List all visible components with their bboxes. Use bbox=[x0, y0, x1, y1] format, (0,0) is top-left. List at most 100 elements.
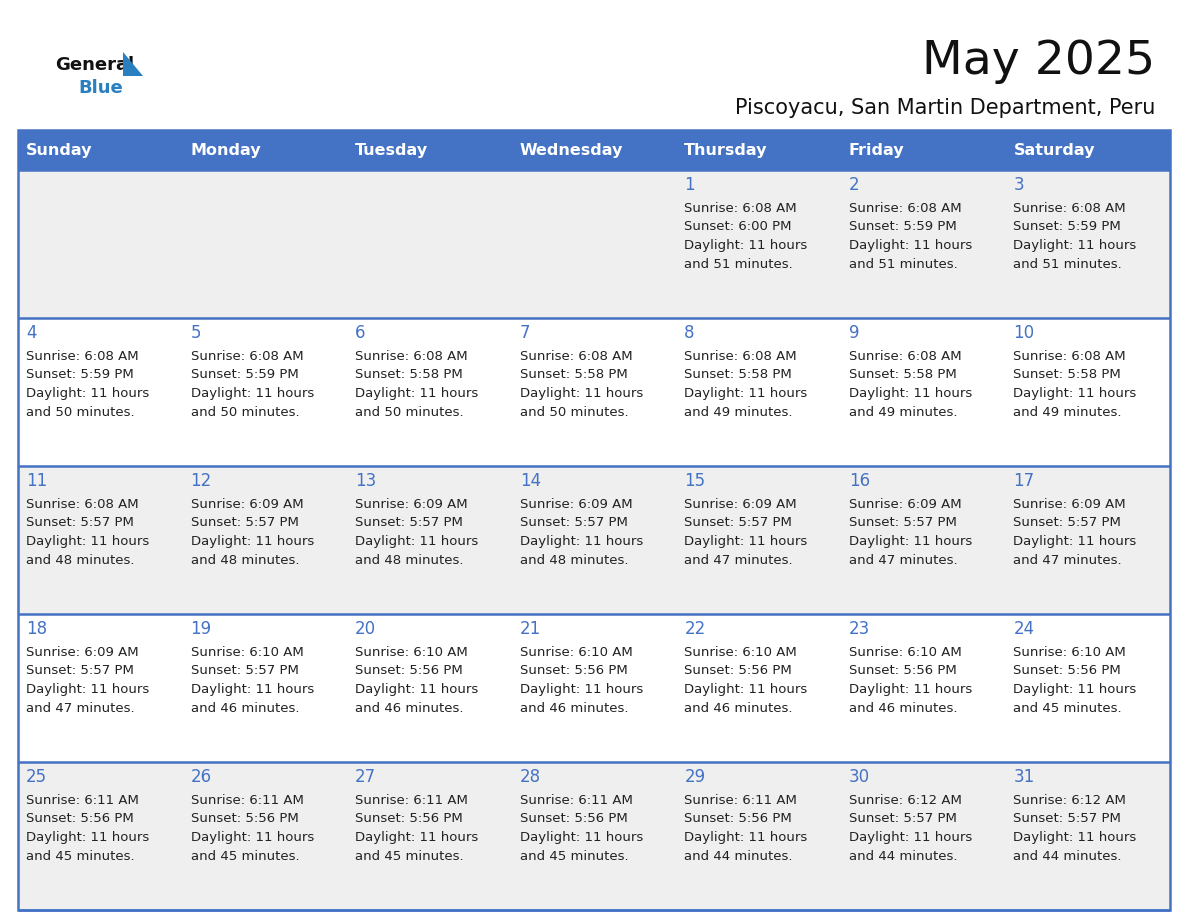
Text: 24: 24 bbox=[1013, 620, 1035, 638]
Text: Sunrise: 6:09 AM: Sunrise: 6:09 AM bbox=[26, 645, 139, 658]
Text: Sunrise: 6:08 AM: Sunrise: 6:08 AM bbox=[684, 201, 797, 215]
Text: Daylight: 11 hours: Daylight: 11 hours bbox=[684, 387, 808, 400]
Text: Sunrise: 6:10 AM: Sunrise: 6:10 AM bbox=[684, 645, 797, 658]
Text: 6: 6 bbox=[355, 324, 366, 342]
Text: Sunset: 5:56 PM: Sunset: 5:56 PM bbox=[355, 665, 463, 677]
Text: Sunrise: 6:11 AM: Sunrise: 6:11 AM bbox=[190, 793, 303, 807]
Text: Sunset: 5:56 PM: Sunset: 5:56 PM bbox=[355, 812, 463, 825]
Text: Daylight: 11 hours: Daylight: 11 hours bbox=[355, 684, 479, 697]
Text: 19: 19 bbox=[190, 620, 211, 638]
Text: and 46 minutes.: and 46 minutes. bbox=[849, 702, 958, 715]
Text: Daylight: 11 hours: Daylight: 11 hours bbox=[849, 684, 972, 697]
Text: and 50 minutes.: and 50 minutes. bbox=[519, 407, 628, 420]
Text: and 50 minutes.: and 50 minutes. bbox=[355, 407, 463, 420]
Text: Sunset: 5:57 PM: Sunset: 5:57 PM bbox=[26, 665, 134, 677]
Text: and 44 minutes.: and 44 minutes. bbox=[849, 850, 958, 864]
Text: Sunrise: 6:11 AM: Sunrise: 6:11 AM bbox=[684, 793, 797, 807]
Text: and 49 minutes.: and 49 minutes. bbox=[1013, 407, 1121, 420]
Text: Sunset: 5:59 PM: Sunset: 5:59 PM bbox=[849, 220, 956, 233]
Text: General: General bbox=[55, 56, 134, 74]
Text: Daylight: 11 hours: Daylight: 11 hours bbox=[190, 684, 314, 697]
Text: Daylight: 11 hours: Daylight: 11 hours bbox=[1013, 535, 1137, 548]
Text: 23: 23 bbox=[849, 620, 870, 638]
Text: and 51 minutes.: and 51 minutes. bbox=[1013, 259, 1123, 272]
Text: Sunset: 5:56 PM: Sunset: 5:56 PM bbox=[26, 812, 134, 825]
Text: and 47 minutes.: and 47 minutes. bbox=[26, 702, 134, 715]
Text: 14: 14 bbox=[519, 472, 541, 490]
Text: 7: 7 bbox=[519, 324, 530, 342]
Text: Sunrise: 6:08 AM: Sunrise: 6:08 AM bbox=[1013, 350, 1126, 363]
Text: and 46 minutes.: and 46 minutes. bbox=[684, 702, 792, 715]
Text: Sunrise: 6:12 AM: Sunrise: 6:12 AM bbox=[849, 793, 962, 807]
Text: Sunrise: 6:08 AM: Sunrise: 6:08 AM bbox=[519, 350, 632, 363]
Bar bbox=[18, 130, 1170, 910]
Text: and 51 minutes.: and 51 minutes. bbox=[849, 259, 958, 272]
Text: Friday: Friday bbox=[849, 142, 904, 158]
Text: Daylight: 11 hours: Daylight: 11 hours bbox=[519, 535, 643, 548]
Text: Daylight: 11 hours: Daylight: 11 hours bbox=[190, 535, 314, 548]
Text: Sunset: 5:56 PM: Sunset: 5:56 PM bbox=[684, 665, 792, 677]
Bar bbox=[18, 170, 1170, 318]
Text: 29: 29 bbox=[684, 768, 706, 786]
Text: 31: 31 bbox=[1013, 768, 1035, 786]
Text: 1: 1 bbox=[684, 176, 695, 194]
Text: and 46 minutes.: and 46 minutes. bbox=[190, 702, 299, 715]
Text: Sunrise: 6:10 AM: Sunrise: 6:10 AM bbox=[190, 645, 303, 658]
Text: Daylight: 11 hours: Daylight: 11 hours bbox=[519, 832, 643, 845]
Text: Sunrise: 6:08 AM: Sunrise: 6:08 AM bbox=[26, 498, 139, 510]
Text: Daylight: 11 hours: Daylight: 11 hours bbox=[190, 832, 314, 845]
Text: and 45 minutes.: and 45 minutes. bbox=[1013, 702, 1121, 715]
Text: Saturday: Saturday bbox=[1013, 142, 1095, 158]
Text: 9: 9 bbox=[849, 324, 859, 342]
Text: Daylight: 11 hours: Daylight: 11 hours bbox=[26, 387, 150, 400]
Text: and 44 minutes.: and 44 minutes. bbox=[684, 850, 792, 864]
Text: 2: 2 bbox=[849, 176, 859, 194]
Bar bbox=[18, 466, 1170, 614]
Text: Sunrise: 6:11 AM: Sunrise: 6:11 AM bbox=[519, 793, 632, 807]
Text: Daylight: 11 hours: Daylight: 11 hours bbox=[190, 387, 314, 400]
Text: Sunset: 5:58 PM: Sunset: 5:58 PM bbox=[519, 368, 627, 382]
Text: Sunset: 5:56 PM: Sunset: 5:56 PM bbox=[190, 812, 298, 825]
Text: Sunrise: 6:09 AM: Sunrise: 6:09 AM bbox=[190, 498, 303, 510]
Text: Daylight: 11 hours: Daylight: 11 hours bbox=[1013, 387, 1137, 400]
Text: and 46 minutes.: and 46 minutes. bbox=[355, 702, 463, 715]
Text: Daylight: 11 hours: Daylight: 11 hours bbox=[26, 684, 150, 697]
Text: 10: 10 bbox=[1013, 324, 1035, 342]
Text: 13: 13 bbox=[355, 472, 377, 490]
Text: 25: 25 bbox=[26, 768, 48, 786]
Text: Sunrise: 6:09 AM: Sunrise: 6:09 AM bbox=[519, 498, 632, 510]
Text: Daylight: 11 hours: Daylight: 11 hours bbox=[1013, 832, 1137, 845]
Text: and 49 minutes.: and 49 minutes. bbox=[849, 407, 958, 420]
Text: and 47 minutes.: and 47 minutes. bbox=[684, 554, 792, 567]
Text: 12: 12 bbox=[190, 472, 211, 490]
Text: Sunset: 5:58 PM: Sunset: 5:58 PM bbox=[1013, 368, 1121, 382]
Text: 8: 8 bbox=[684, 324, 695, 342]
Text: Sunrise: 6:11 AM: Sunrise: 6:11 AM bbox=[355, 793, 468, 807]
Text: Sunrise: 6:10 AM: Sunrise: 6:10 AM bbox=[519, 645, 632, 658]
Text: Sunrise: 6:08 AM: Sunrise: 6:08 AM bbox=[26, 350, 139, 363]
Text: Sunset: 6:00 PM: Sunset: 6:00 PM bbox=[684, 220, 791, 233]
Text: Sunset: 5:57 PM: Sunset: 5:57 PM bbox=[26, 517, 134, 530]
Text: Sunrise: 6:11 AM: Sunrise: 6:11 AM bbox=[26, 793, 139, 807]
Bar bbox=[18, 130, 1170, 170]
Text: and 50 minutes.: and 50 minutes. bbox=[190, 407, 299, 420]
Text: Sunset: 5:59 PM: Sunset: 5:59 PM bbox=[26, 368, 134, 382]
Text: Sunrise: 6:09 AM: Sunrise: 6:09 AM bbox=[684, 498, 797, 510]
Text: Tuesday: Tuesday bbox=[355, 142, 428, 158]
Text: Daylight: 11 hours: Daylight: 11 hours bbox=[684, 832, 808, 845]
Text: 20: 20 bbox=[355, 620, 377, 638]
Text: Thursday: Thursday bbox=[684, 142, 767, 158]
Text: Daylight: 11 hours: Daylight: 11 hours bbox=[1013, 684, 1137, 697]
Text: Sunrise: 6:10 AM: Sunrise: 6:10 AM bbox=[849, 645, 961, 658]
Text: Daylight: 11 hours: Daylight: 11 hours bbox=[849, 535, 972, 548]
Text: and 44 minutes.: and 44 minutes. bbox=[1013, 850, 1121, 864]
Text: Sunrise: 6:12 AM: Sunrise: 6:12 AM bbox=[1013, 793, 1126, 807]
Text: Monday: Monday bbox=[190, 142, 261, 158]
Text: 28: 28 bbox=[519, 768, 541, 786]
Text: Sunrise: 6:10 AM: Sunrise: 6:10 AM bbox=[1013, 645, 1126, 658]
Text: Daylight: 11 hours: Daylight: 11 hours bbox=[519, 387, 643, 400]
Text: Sunset: 5:59 PM: Sunset: 5:59 PM bbox=[190, 368, 298, 382]
Text: 30: 30 bbox=[849, 768, 870, 786]
Text: Sunset: 5:57 PM: Sunset: 5:57 PM bbox=[849, 812, 956, 825]
Text: May 2025: May 2025 bbox=[922, 39, 1155, 84]
